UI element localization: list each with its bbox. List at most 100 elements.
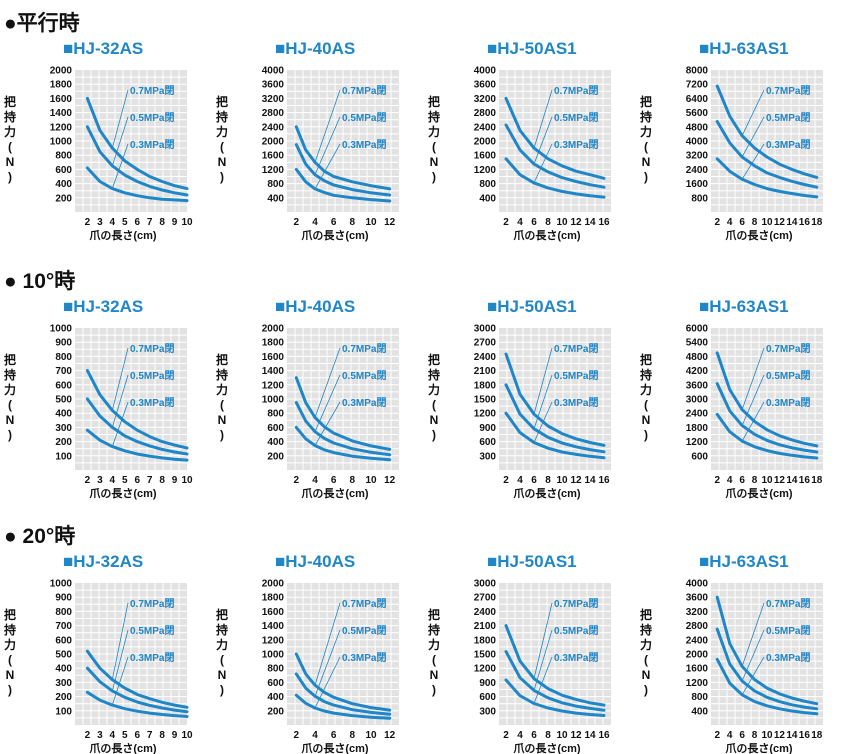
chart-title: ■HJ-32AS <box>63 552 143 571</box>
y-tick-label: 2000 <box>262 324 285 335</box>
x-tick-label: 12 <box>384 475 396 486</box>
x-tick-label: 8 <box>752 217 758 228</box>
x-tick-label: 10 <box>761 475 773 486</box>
series-line <box>85 690 189 718</box>
chart-panel: ■HJ-40AS 200 400 600 800 1000 1200 1400 1600 1800… <box>216 552 399 754</box>
series-leader-line <box>533 89 553 149</box>
series-label: 0.7MPa閉 <box>554 85 598 97</box>
y-tick-label: 2400 <box>686 165 709 176</box>
y-tick-label: 4800 <box>686 122 709 133</box>
series-label: 0.7MPa閉 <box>342 343 386 355</box>
y-tick-label: 5600 <box>686 108 709 119</box>
series-leader-line <box>111 656 129 706</box>
chart-panel: ■HJ-63AS1 800 1600 2400 3200 4000 4800 5600 6400… <box>640 39 823 242</box>
grid-lines <box>711 328 823 470</box>
x-tick-label: 12 <box>774 475 786 486</box>
y-tick-label: 600 <box>55 635 72 646</box>
chart-title: ■HJ-32AS <box>63 297 143 316</box>
series-line <box>504 352 606 447</box>
x-tick-label: 4 <box>517 730 523 741</box>
y-tick-label: 200 <box>55 437 72 448</box>
y-axis-label: 把持力(N) <box>640 94 652 184</box>
y-axis-label: 把持力(N) <box>4 94 16 184</box>
chart-panel: ■HJ-63AS1 600 1200 1800 2400 3000 3600 4200 4800… <box>640 297 823 500</box>
x-tick-label: 16 <box>799 730 811 741</box>
x-tick-label: 2 <box>294 475 300 486</box>
y-tick-label: 800 <box>267 409 284 420</box>
x-tick-label: 4 <box>517 217 523 228</box>
series-leader-line <box>533 602 553 679</box>
x-tick-label: 2 <box>503 475 509 486</box>
series-line <box>504 624 606 707</box>
series-leader-line <box>314 602 341 686</box>
x-tick-label: 5 <box>122 217 128 228</box>
y-tick-label: 8000 <box>686 66 709 77</box>
chart-panel: ■HJ-50AS1 300 600 900 1200 1500 1800 2100 2400 27… <box>428 552 611 754</box>
x-tick-label: 18 <box>811 475 823 486</box>
x-tick-label: 6 <box>331 475 337 486</box>
series-leader-line <box>533 143 553 184</box>
y-tick-label: 1800 <box>474 380 497 391</box>
series-line <box>85 166 189 203</box>
y-tick-label: 800 <box>691 193 708 204</box>
y-axis-label: 把持力(N) <box>216 607 228 697</box>
x-tick-label: 2 <box>714 730 720 741</box>
y-tick-label: 200 <box>55 692 72 703</box>
x-tick-label: 2 <box>503 217 509 228</box>
x-axis-label: 爪の長さ(cm) <box>725 742 793 754</box>
x-axis-label: 爪の長さ(cm) <box>513 487 581 500</box>
series-label: 0.7MPa閉 <box>554 598 598 610</box>
y-tick-label: 1200 <box>474 409 497 420</box>
x-tick-label: 8 <box>545 730 551 741</box>
chart-panel: ■HJ-50AS1 400 800 1200 1600 2000 2400 2800 3200 3… <box>428 39 611 242</box>
x-tick-label: 8 <box>159 475 165 486</box>
series-leader-line <box>533 656 553 704</box>
series-leader-line <box>111 602 129 680</box>
y-tick-label: 3600 <box>686 593 709 604</box>
y-tick-label: 1800 <box>50 80 73 91</box>
y-axis-label: 把持力(N) <box>4 352 16 442</box>
x-tick-label: 2 <box>85 217 91 228</box>
y-tick-label: 2800 <box>262 108 285 119</box>
x-tick-label: 3 <box>97 475 103 486</box>
series-leader-line <box>741 401 765 442</box>
chart-title: ■HJ-50AS1 <box>487 297 577 316</box>
x-tick-label: 4 <box>110 475 116 486</box>
x-tick-label: 5 <box>122 475 128 486</box>
y-tick-label: 1400 <box>50 108 73 119</box>
x-tick-label: 5 <box>122 730 128 741</box>
series-line <box>294 125 392 191</box>
y-tick-label: 3200 <box>474 94 497 105</box>
x-tick-label: 12 <box>384 730 396 741</box>
series-leader-line <box>741 89 765 136</box>
y-tick-label: 1600 <box>474 151 497 162</box>
y-tick-label: 1600 <box>262 352 285 363</box>
x-axis-label: 爪の長さ(cm) <box>89 742 157 754</box>
y-tick-label: 400 <box>267 193 284 204</box>
y-tick-label: 2000 <box>262 137 285 148</box>
x-tick-label: 12 <box>570 475 582 486</box>
x-tick-label: 6 <box>531 730 537 741</box>
grid-lines <box>711 583 823 725</box>
y-tick-label: 4000 <box>474 66 497 77</box>
y-tick-label: 1600 <box>50 94 73 105</box>
x-tick-label: 9 <box>172 217 178 228</box>
series-line <box>294 401 392 457</box>
series-label: 0.3MPa閉 <box>342 652 386 664</box>
y-tick-label: 1000 <box>50 579 73 590</box>
y-tick-label: 6000 <box>686 324 709 335</box>
x-tick-label: 8 <box>159 730 165 741</box>
x-tick-label: 12 <box>570 217 582 228</box>
series-line <box>294 693 392 720</box>
y-tick-label: 1600 <box>686 179 709 190</box>
series-leader-line <box>111 143 129 189</box>
x-tick-label: 4 <box>110 730 116 741</box>
x-tick-label: 6 <box>739 475 745 486</box>
series-line <box>85 125 189 197</box>
x-tick-label: 10 <box>181 475 193 486</box>
y-tick-label: 800 <box>267 179 284 190</box>
series-label: 0.7MPa閉 <box>130 598 174 610</box>
series-label: 0.5MPa閉 <box>342 370 386 382</box>
series-line <box>85 666 189 714</box>
y-tick-label: 400 <box>267 437 284 448</box>
